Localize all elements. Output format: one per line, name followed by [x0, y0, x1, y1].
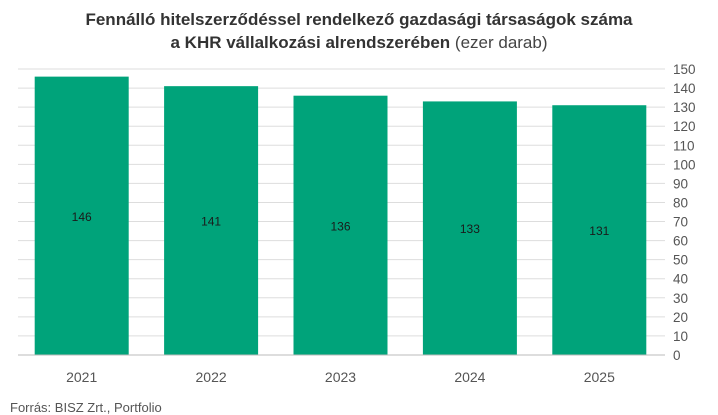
bar: [293, 95, 388, 356]
y-tick-label: 150: [673, 62, 696, 77]
y-tick-label: 60: [673, 234, 688, 249]
chart-title-line-2: a KHR vállalkozási alrendszerében (ezer …: [0, 31, 718, 54]
y-tick-label: 20: [673, 310, 688, 325]
y-tick-label: 130: [673, 100, 696, 115]
bar-value-label: 133: [460, 222, 480, 236]
chart-title-line-1: Fennálló hitelszerződéssel rendelkező ga…: [85, 10, 633, 29]
chart-title-unit: (ezer darab): [454, 33, 548, 52]
bar-value-label: 136: [330, 219, 350, 233]
source-note: Forrás: BISZ Zrt., Portfolio: [10, 400, 162, 415]
y-tick-label: 40: [673, 272, 688, 287]
bar: [34, 76, 129, 356]
y-tick-label: 90: [673, 176, 688, 191]
bar-value-label: 131: [589, 224, 609, 238]
y-tick-label: 0: [673, 348, 681, 363]
x-tick-label: 2023: [325, 369, 356, 385]
bar: [164, 86, 259, 355]
y-tick-label: 70: [673, 215, 688, 230]
x-tick-label: 2021: [66, 369, 97, 385]
chart-title-line-2-bold: a KHR vállalkozási alrendszerében: [170, 33, 451, 52]
y-tick-label: 80: [673, 195, 688, 210]
y-tick-label: 50: [673, 253, 688, 268]
y-tick-label: 120: [673, 119, 696, 134]
bar-value-label: 146: [72, 210, 92, 224]
bar-value-label: 141: [201, 215, 221, 229]
x-tick-label: 2022: [196, 369, 227, 385]
y-tick-label: 30: [673, 291, 688, 306]
bar: [552, 105, 647, 355]
x-tick-label: 2024: [454, 369, 485, 385]
x-tick-label: 2025: [584, 369, 615, 385]
chart-title: Fennálló hitelszerződéssel rendelkező ga…: [0, 8, 718, 54]
y-tick-label: 100: [673, 157, 696, 172]
y-tick-label: 10: [673, 329, 688, 344]
bar: [422, 101, 517, 355]
y-tick-label: 140: [673, 81, 696, 96]
y-tick-label: 110: [673, 138, 695, 153]
